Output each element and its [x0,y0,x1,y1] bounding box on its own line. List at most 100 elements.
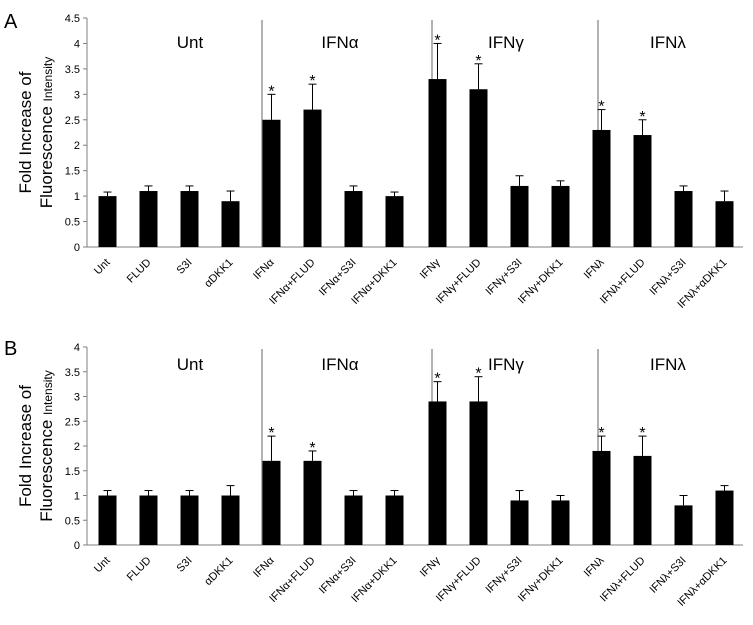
category-label: IFNγ [418,554,443,579]
category-label: S3I [174,257,194,277]
y-tick-label: 4.5 [65,13,80,25]
bar [180,495,199,545]
y-axis-label: Fold Increase of Fluorescence Intensity [16,57,56,209]
significance-star: * [309,440,315,457]
y-tick-label: 0.5 [65,217,80,229]
bar [674,191,693,247]
group-label: Unt [177,33,204,52]
y-axis-label-line1: Fold Increase of [16,71,35,193]
bar [633,455,652,545]
y-tick-label: 0 [74,242,80,254]
bar [139,495,158,545]
y-tick-label: 1 [74,191,80,203]
bar [98,196,117,247]
category-label: FLUD [125,555,154,584]
category-label: IFNγ+S3I [483,555,524,596]
y-tick-label: 1.5 [65,166,80,178]
y-tick-label: 2.5 [65,115,80,127]
bar [510,185,529,247]
y-tick-label: 4 [74,38,80,50]
category-label: IFNγ [418,256,443,281]
y-tick-label: 2 [74,140,80,152]
y-axis-label-fluorescence: Fluorescence [37,420,56,522]
bar [303,109,322,247]
bar [98,495,117,545]
bar [592,450,611,545]
y-axis-label-line2: Fluorescence Intensity [37,370,56,522]
significance-star: * [268,83,274,100]
bar [510,500,529,545]
bar [221,201,240,247]
category-label: IFNλ [582,554,607,579]
group-label: IFNλ [650,355,686,374]
category-label: IFNα [251,554,277,580]
group-label: Unt [177,355,204,374]
significance-star: * [598,99,604,116]
y-tick-label: 1.5 [65,466,80,478]
category-label: αDKK1 [202,555,235,588]
bar [221,495,240,545]
significance-star: * [309,73,315,90]
panel-b: B Fold Increase of Fluorescence Intensity 0… [4,338,743,609]
category-label: IFNλ [582,256,607,281]
bar [715,201,734,247]
significance-star: * [639,109,645,126]
bar [469,89,488,247]
significance-star: * [475,53,481,70]
category-label: FLUD [125,257,154,286]
category-label: IFNλ+S3I [647,555,688,596]
bar [428,401,447,545]
significance-star: * [598,425,604,442]
y-axis-label-intensity: Intensity [41,370,55,415]
y-tick-label: 1 [74,491,80,503]
category-label: IFNλ+S3I [647,257,688,298]
group-label: IFNγ [488,355,524,374]
significance-star: * [434,371,440,388]
y-tick-label: 3 [74,392,80,404]
y-axis-label-line2: Fluorescence Intensity [37,57,56,209]
y-axis-label: Fold Increase of Fluorescence Intensity [16,370,56,522]
y-axis-label-intensity: Intensity [41,57,55,102]
bar [180,191,199,247]
y-axis-label-line1: Fold Increase of [16,385,35,507]
y-tick-label: 3.5 [65,367,80,379]
panel-a: A Fold Increase of Fluorescence Intensity 0… [4,11,743,311]
category-label: IFNα+S3I [317,555,359,597]
bar [428,79,447,247]
bar [633,135,652,247]
bar [139,191,158,247]
significance-star: * [639,425,645,442]
bar [674,505,693,545]
category-label: S3I [174,555,194,575]
y-axis-label-fluorescence: Fluorescence [37,106,56,208]
bar [262,119,281,247]
y-tick-label: 3 [74,89,80,101]
bar [344,191,363,247]
panel-letter: A [4,11,18,33]
bar [385,495,404,545]
group-label: IFNλ [650,33,686,52]
significance-star: * [475,366,481,383]
significance-star: * [434,32,440,49]
category-label: IFNα [251,256,277,282]
panel-letter: B [4,338,17,360]
y-tick-label: 2 [74,441,80,453]
y-tick-label: 2.5 [65,416,80,428]
category-label: Unt [92,555,113,576]
bar [303,460,322,545]
category-label: IFNγ+S3I [483,257,524,298]
category-label: Unt [92,257,113,278]
bar [551,500,570,545]
group-label: IFNα [321,33,358,52]
significance-star: * [268,425,274,442]
category-label: IFNα+S3I [317,257,359,299]
group-label: IFNα [321,355,358,374]
group-label: IFNγ [488,33,524,52]
bar [592,129,611,247]
bar [715,490,734,545]
y-tick-label: 4 [74,342,80,354]
bar [551,185,570,247]
y-tick-label: 3.5 [65,64,80,76]
bar [469,401,488,545]
